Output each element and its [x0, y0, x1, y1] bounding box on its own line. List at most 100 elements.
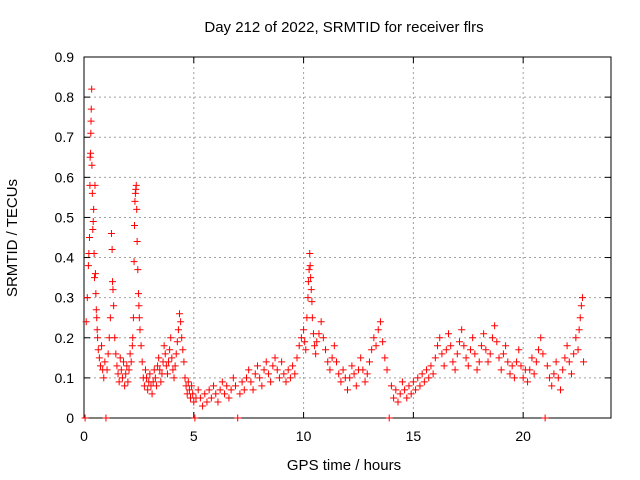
- data-point: [109, 278, 117, 286]
- data-point: [262, 358, 270, 366]
- data-point: [121, 382, 129, 390]
- data-point: [368, 346, 376, 354]
- data-point: [473, 366, 481, 374]
- data-point: [416, 382, 424, 390]
- data-point: [502, 342, 510, 350]
- data-point: [92, 290, 100, 298]
- data-point: [163, 370, 171, 378]
- data-point: [436, 334, 444, 342]
- data-point: [471, 350, 479, 358]
- data-point: [438, 350, 446, 358]
- data-point: [385, 414, 393, 422]
- data-point: [546, 374, 554, 382]
- data-point: [291, 370, 299, 378]
- data-point: [396, 390, 404, 398]
- data-point: [412, 386, 420, 394]
- data-point: [82, 318, 90, 326]
- data-point: [401, 386, 409, 394]
- data-point: [245, 366, 253, 374]
- data-point: [173, 338, 181, 346]
- data-point: [484, 358, 492, 366]
- data-point: [322, 346, 330, 354]
- data-point: [455, 338, 463, 346]
- data-point: [477, 342, 485, 350]
- data-point: [188, 382, 196, 390]
- data-point: [273, 366, 281, 374]
- data-point: [179, 346, 187, 354]
- data-point: [563, 342, 571, 350]
- data-point: [240, 386, 248, 394]
- data-point: [91, 274, 99, 282]
- data-point: [311, 342, 319, 350]
- data-point: [460, 342, 468, 350]
- data-point: [429, 370, 437, 378]
- data-point: [480, 330, 488, 338]
- data-point: [135, 314, 143, 322]
- data-point: [462, 354, 470, 362]
- data-point: [458, 326, 466, 334]
- data-point: [381, 354, 389, 362]
- data-point: [98, 342, 106, 350]
- data-point: [317, 318, 325, 326]
- data-point: [363, 370, 371, 378]
- ticks-layer: 0 0.1 0.2 0.3 0.4 0.5 0.6 0.7 0.8 0.9 0 5 10 15 20: [55, 49, 611, 444]
- data-point: [264, 370, 272, 378]
- data-point: [517, 362, 525, 370]
- data-point: [134, 290, 142, 298]
- data-point: [295, 342, 303, 350]
- data-point: [453, 350, 461, 358]
- data-point: [253, 362, 261, 370]
- plot-frame: [83, 56, 612, 419]
- data-point: [526, 366, 534, 374]
- data-point: [91, 270, 99, 278]
- data-point: [169, 366, 177, 374]
- data-point: [530, 370, 538, 378]
- y-tick-label: 0.6: [55, 169, 75, 185]
- data-point: [578, 294, 586, 302]
- data-point: [111, 334, 119, 342]
- data-point: [124, 378, 132, 386]
- data-point: [361, 378, 369, 386]
- data-point: [87, 129, 95, 137]
- data-point: [89, 225, 97, 233]
- data-point: [550, 370, 558, 378]
- grid-layer: [84, 57, 611, 418]
- y-tick-label: 0.2: [55, 330, 75, 346]
- data-point: [475, 358, 483, 366]
- data-point: [499, 350, 507, 358]
- data-point: [335, 370, 343, 378]
- data-point: [405, 382, 413, 390]
- data-point: [88, 85, 96, 93]
- data-point: [154, 362, 162, 370]
- data-point: [359, 366, 367, 374]
- data-point: [96, 362, 104, 370]
- data-point: [339, 366, 347, 374]
- data-point: [123, 362, 131, 370]
- data-point: [141, 366, 149, 374]
- data-point: [308, 314, 316, 322]
- data-point: [160, 342, 168, 350]
- data-point: [136, 326, 144, 334]
- data-point: [504, 358, 512, 366]
- data-point: [170, 374, 178, 382]
- data-point: [324, 358, 332, 366]
- data-point: [297, 334, 305, 342]
- data-point: [409, 378, 417, 386]
- data-point: [133, 238, 141, 246]
- data-point: [304, 294, 312, 302]
- data-point: [83, 294, 91, 302]
- data-point: [365, 358, 373, 366]
- data-point: [132, 181, 140, 189]
- data-point: [194, 386, 202, 394]
- data-point: [189, 390, 197, 398]
- data-point: [559, 366, 567, 374]
- data-point: [333, 358, 341, 366]
- data-point: [88, 189, 96, 197]
- data-point: [100, 374, 108, 382]
- data-point: [305, 266, 313, 274]
- data-point: [541, 414, 549, 422]
- data-point: [148, 390, 156, 398]
- data-point: [387, 382, 395, 390]
- y-tick-label: 0.4: [55, 250, 75, 266]
- data-point: [155, 354, 163, 362]
